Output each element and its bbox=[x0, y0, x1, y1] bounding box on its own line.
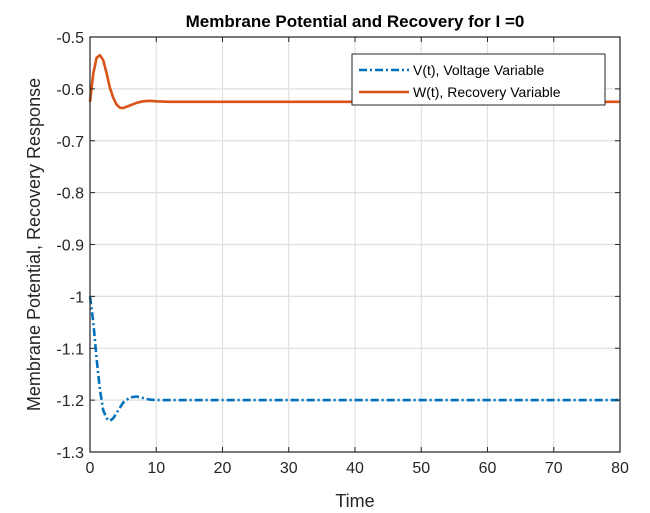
y-tick-label: -1.1 bbox=[56, 341, 84, 358]
legend-box bbox=[351, 53, 606, 106]
chart-title: Membrane Potential and Recovery for I =0 bbox=[186, 12, 525, 31]
x-tick-label: 10 bbox=[147, 460, 165, 477]
y-tick-label: -1 bbox=[70, 289, 84, 306]
y-tick-label: -0.7 bbox=[56, 134, 84, 151]
x-tick-label: 60 bbox=[479, 460, 497, 477]
legend: V(t), Voltage Variable W(t), Recovery Va… bbox=[351, 53, 606, 106]
x-tick-label: 0 bbox=[86, 460, 95, 477]
x-tick-label: 80 bbox=[611, 460, 629, 477]
y-axis-label: Membrane Potential, Recovery Response bbox=[24, 78, 44, 411]
y-tick-label: -0.6 bbox=[56, 82, 84, 99]
y-tick-label: -0.8 bbox=[56, 186, 84, 203]
x-axis-label: Time bbox=[335, 491, 374, 511]
series-line-v bbox=[88, 296, 620, 423]
y-tick-label: -1.2 bbox=[56, 393, 84, 410]
x-tick-label: 70 bbox=[545, 460, 563, 477]
y-tick-label: -1.3 bbox=[56, 445, 84, 462]
x-tick-label: 40 bbox=[346, 460, 364, 477]
legend-label-w: W(t), Recovery Variable bbox=[413, 84, 561, 100]
ticks: 0 10 20 30 40 50 60 70 80 -0.5 -0.6 -0.7 -0.8 -0.9 -1 -… bbox=[56, 30, 629, 477]
x-tick-label: 30 bbox=[280, 460, 298, 477]
x-tick-label: 50 bbox=[412, 460, 430, 477]
y-tick-label: -0.5 bbox=[56, 30, 84, 47]
x-tick-label: 20 bbox=[214, 460, 232, 477]
legend-label-v: V(t), Voltage Variable bbox=[413, 62, 544, 78]
y-tick-label: -0.9 bbox=[56, 238, 84, 255]
